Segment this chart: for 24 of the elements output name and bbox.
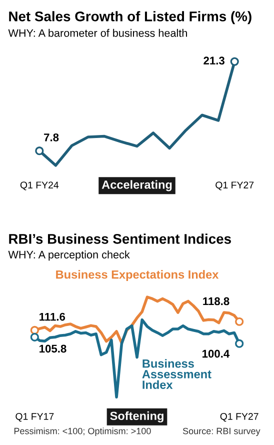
x-tick-label: Q1 FY24 (20, 182, 59, 190)
text: Business Expectations Index (56, 270, 219, 282)
data-label: 100.4 (202, 350, 230, 358)
point (235, 339, 244, 348)
data-label: 21.3 (204, 56, 224, 65)
data-label: 118.8 (203, 297, 230, 306)
data-label: 111.6 (40, 312, 66, 321)
x-tick-label: Q1 FY27 (216, 182, 254, 190)
x-tick-label: Q1 FY17 (16, 412, 54, 422)
source-note: Source: RBI survey (182, 428, 260, 436)
text: Pessimism: <100; Optimism: >100 (14, 428, 151, 436)
chart-subtitle: WHY: A barometer of business health (8, 28, 187, 37)
chart-subtitle: WHY: A perception check (8, 250, 130, 261)
text: Accelerating (102, 180, 172, 192)
chart-title: Net Sales Growth of Listed Firms (%) (9, 11, 252, 24)
data-label: 105.8 (40, 344, 66, 353)
point (30, 332, 39, 342)
point (235, 317, 244, 326)
x-tick-label: Q1 FY27 (220, 412, 258, 422)
point (30, 326, 39, 335)
text: Softening (110, 411, 164, 422)
data-label: 7.8 (44, 133, 59, 142)
series-label: Business Assessment Index (142, 359, 212, 389)
chart-title: RBI’s Business Sentiment Indices (9, 234, 231, 244)
